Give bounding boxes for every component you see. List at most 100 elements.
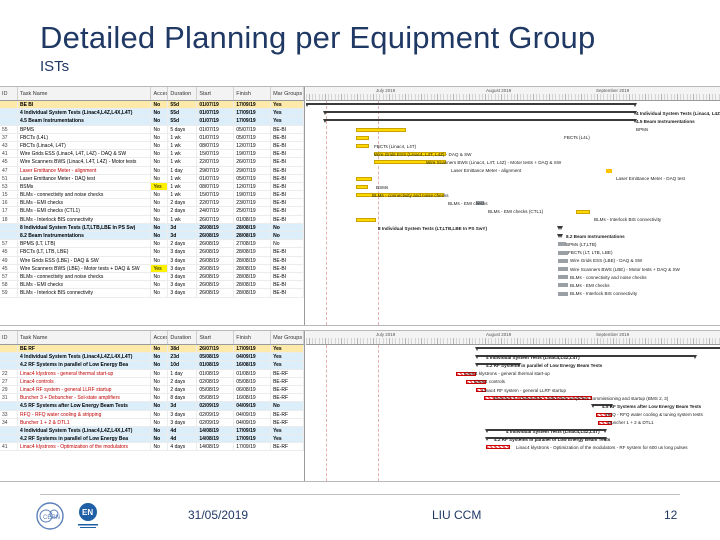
table-row[interactable]: 27 Linac4 controls No 2 days 02/08/19 05/08/1… <box>0 377 304 386</box>
table-row[interactable]: 17 BLMs - EMI checks (CTL1) No 2 days 24/07/… <box>0 207 304 216</box>
gantt-bar[interactable] <box>598 420 612 425</box>
table-row[interactable]: 45 Wire Scanners BWS (Linac4, L4T, L4Z) -… <box>0 158 304 167</box>
table-row[interactable]: 4 Individual System Tests (Linac4,L4Z,L4… <box>0 109 304 118</box>
table-row[interactable]: 47 Laser Emittance Meter - alignment No 1 d… <box>0 166 304 175</box>
table-row[interactable]: 8.2 Beam Instrumentations No 3d 26/08/19 28/… <box>0 232 304 241</box>
table-row[interactable]: 55 BPMS No 5 days 01/07/19 05/07/19 BE-BI <box>0 125 304 134</box>
cell-id: 37 <box>0 133 18 141</box>
table-row[interactable]: 8 Individual System Tests (LT,LTB,LBE In… <box>0 223 304 232</box>
gantt-bar[interactable] <box>558 258 568 263</box>
table-row[interactable]: 33 RFQ - RFQ water cooling & stripping No 3… <box>0 410 304 419</box>
table-row[interactable]: 4.5 RF Systems after Low Energy Beam Tes… <box>0 402 304 411</box>
gantt-bar[interactable] <box>557 226 563 230</box>
gantt-bar[interactable] <box>576 209 590 214</box>
gantt-bar[interactable] <box>456 371 476 376</box>
gantt-bar[interactable] <box>558 275 568 280</box>
cell-start: 01/08/19 <box>197 361 235 369</box>
cell-manager: BE-BI <box>271 141 304 150</box>
table-row[interactable]: 49 Wire Grids ESS (LBE) - DAQ & SW No 3 day… <box>0 256 304 265</box>
table-row[interactable]: 4 Individual System Tests (Linac4,L4Z,L4… <box>0 426 304 436</box>
gantt-bar[interactable] <box>356 217 376 222</box>
table-row[interactable]: 4.5 Beam Instrumentations No 55d 01/07/19 17… <box>0 117 304 126</box>
gantt-bar[interactable] <box>485 429 607 433</box>
table-row[interactable]: BE BI No 55d 01/07/19 17/09/19 Yes <box>0 101 304 110</box>
cell-duration: 1 wk <box>168 191 198 199</box>
table-row[interactable]: 4 Individual System Tests (Linac4,L4Z,L4… <box>0 353 304 362</box>
gantt-bar[interactable] <box>558 291 568 296</box>
table-row[interactable]: 43 FBCTs (Linac4, L4T) No 1 wk 08/07/19 12/07… <box>0 141 304 151</box>
gantt-bar[interactable] <box>356 185 368 189</box>
gantt-bar[interactable] <box>356 144 369 148</box>
table-row[interactable]: 4.2 RF Systems in parallel of Low Energy… <box>0 361 304 370</box>
cell-finish: 23/07/19 <box>234 199 272 207</box>
table-row[interactable]: 57 BLMs - connectivity and noise checks No… <box>0 272 304 282</box>
table-row[interactable]: 41 Wire Grids ESS (Linac4, L4T, L4Z) - DA… <box>0 150 304 159</box>
col-finish: Finish <box>234 331 272 344</box>
table-row[interactable]: 31 Buncher 3 + Debuncher - Sol-state ampl… <box>0 394 304 403</box>
cell-start: 26/07/19 <box>197 345 235 353</box>
table-row[interactable]: 41 Linac4 klystrons - Optimization of the… <box>0 443 304 452</box>
cell-duration: 55d <box>168 117 198 125</box>
gantt-bar[interactable] <box>485 437 607 442</box>
gantt-bar[interactable] <box>484 396 592 401</box>
cell-manager: No <box>271 232 304 240</box>
gantt-bar[interactable] <box>596 412 612 417</box>
table-row[interactable]: BE RF No 38d 26/07/19 17/09/19 Yes <box>0 345 304 354</box>
cell-finish: 19/07/19 <box>234 150 272 158</box>
cell-finish: 17/09/19 <box>234 435 272 443</box>
cell-id: 15 <box>0 191 18 199</box>
cell-finish: 17/09/19 <box>234 443 272 451</box>
month-label: July 2019 <box>376 332 396 337</box>
bar-label: Linac4 klystrons - general thermal start… <box>464 371 550 377</box>
table-row[interactable]: 34 Buncher 1 + 2 & DTL1 No 3 days 02/09/19 04… <box>0 418 304 427</box>
gantt-bar[interactable] <box>374 160 446 165</box>
table-row[interactable]: 4.2 RF Systems in parallel of Low Energy… <box>0 435 304 444</box>
table-row[interactable]: 45 Wire Scanners BWS (LBE) - Motor tests … <box>0 264 304 273</box>
gantt-bar[interactable] <box>306 103 637 107</box>
cell-access: No <box>151 117 169 125</box>
gantt-bar[interactable] <box>558 267 568 271</box>
table-row[interactable]: 18 BLMs - Interlock BIS connectivity No 1 w… <box>0 215 304 224</box>
gantt-bar[interactable] <box>475 355 697 360</box>
gantt-bar[interactable] <box>606 168 612 173</box>
gantt-bar[interactable] <box>356 127 406 132</box>
gantt-bar[interactable] <box>356 176 372 181</box>
cell-duration: 23d <box>168 353 198 361</box>
cell-access: Yes <box>151 264 169 272</box>
cell-access: No <box>151 281 169 289</box>
gantt-bar[interactable] <box>558 250 568 255</box>
table-row[interactable]: 53 BSMs Yes 1 wk 08/07/19 12/07/19 BE-BI <box>0 182 304 192</box>
gantt-bar[interactable] <box>476 388 486 392</box>
cell-access: No <box>151 232 169 240</box>
gantt-bar[interactable] <box>558 283 568 288</box>
table-row[interactable]: 59 BLMs - Interlock BIS connectivity No 3 d… <box>0 289 304 298</box>
gantt-bar[interactable] <box>486 445 510 450</box>
gantt-bar[interactable] <box>356 193 444 198</box>
table-row[interactable]: 16 BLMs - EMI checks No 2 days 22/07/19 23/07… <box>0 199 304 208</box>
table-row[interactable]: 58 BLMs - EMI checks No 3 days 26/08/19 28/08… <box>0 281 304 290</box>
gantt-bar[interactable] <box>591 404 613 409</box>
table-row[interactable]: 37 FBCTs (L4L) No 1 wk 01/07/19 05/07/19 BE-BI <box>0 133 304 142</box>
table-row[interactable]: 15 BLMs - connectivity and noise checks No… <box>0 191 304 200</box>
cell-manager: Yes <box>271 101 304 109</box>
gantt-bar[interactable] <box>466 379 486 384</box>
table-row[interactable]: 51 Laser Emittance Meter - DAQ test No 1 wk… <box>0 174 304 183</box>
gantt-bar[interactable] <box>356 135 369 140</box>
cell-finish: 01/08/19 <box>234 369 272 377</box>
cell-name: 8.2 Beam Instrumentations <box>18 232 152 240</box>
table-row[interactable]: 57 BPMS (LT, LTB) No 2 days 26/08/19 27/08/19… <box>0 240 304 249</box>
cell-name: Wire Grids ESS (Linac4, L4T, L4Z) - DAQ … <box>18 150 152 158</box>
table-row[interactable]: 22 Linac4 klystrons - general thermal sta… <box>0 369 304 378</box>
gantt-bar[interactable] <box>557 234 563 239</box>
table-row[interactable]: 29 Linac4 RF system - general LLRF startu… <box>0 385 304 395</box>
gantt-bar[interactable] <box>323 119 637 124</box>
gantt-bar[interactable] <box>476 201 484 206</box>
table-row[interactable]: 45 FBCTs (LT, LTB, LBE) No 3 days 26/08/19 28… <box>0 248 304 257</box>
gantt-bar[interactable] <box>475 363 521 368</box>
gantt-bar[interactable] <box>374 152 446 157</box>
gantt-bar[interactable] <box>475 347 720 351</box>
cell-start: 05/08/19 <box>197 394 235 402</box>
month-label: August 2019 <box>486 88 512 93</box>
gantt-bar[interactable] <box>558 242 566 247</box>
gantt-bar[interactable] <box>323 111 637 116</box>
